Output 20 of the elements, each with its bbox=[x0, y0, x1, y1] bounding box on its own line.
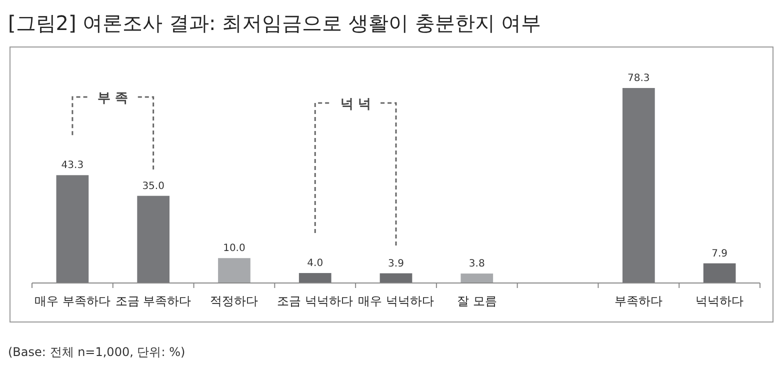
data-label: 7.9 bbox=[712, 248, 728, 260]
data-label: 10.0 bbox=[223, 243, 246, 254]
x-tick-label: 적정하다 bbox=[210, 294, 258, 308]
x-tick-label: 매우 부족하다 bbox=[34, 294, 110, 308]
x-tick-label: 잘 모름 bbox=[456, 294, 497, 308]
data-label: 78.3 bbox=[628, 73, 650, 84]
x-tick-label: 조금 부족하다 bbox=[115, 294, 192, 308]
data-label: 3.9 bbox=[388, 258, 404, 270]
annotation: 넉 넉 bbox=[340, 97, 371, 112]
annotation: 부 족 bbox=[98, 91, 128, 106]
x-tick-label: 매우 넉넉하다 bbox=[358, 294, 434, 308]
data-label: 3.8 bbox=[468, 258, 485, 270]
data-label: 35.0 bbox=[142, 180, 164, 192]
x-tick-label: 넉넉하다 bbox=[696, 294, 744, 308]
x-tick-label: 조금 넉넉하다 bbox=[277, 294, 354, 308]
data-label: 4.0 bbox=[307, 258, 324, 270]
data-label: 43.3 bbox=[61, 160, 84, 172]
x-tick-label: 부족하다 bbox=[614, 294, 663, 308]
title: [그림2] 여론조사 결과: 최저임금으로 생활이 충분한지 여부 bbox=[8, 11, 542, 35]
text: (Base: 전체 n=1,000, 단위: %) bbox=[8, 345, 186, 359]
